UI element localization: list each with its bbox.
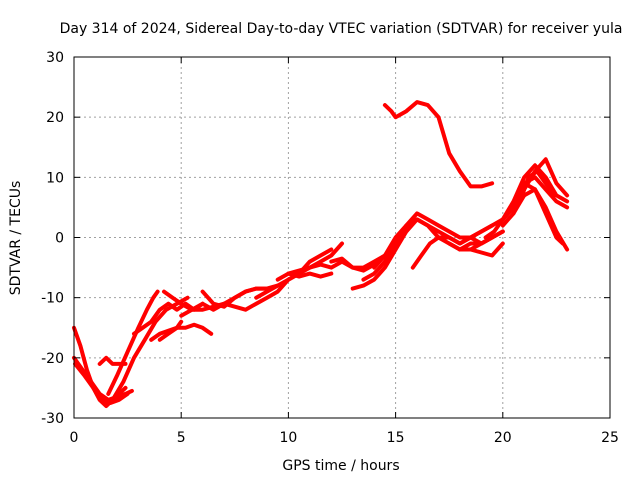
series-line-pass-9 bbox=[157, 319, 184, 342]
y-tick-label: 10 bbox=[46, 170, 64, 186]
x-tick-label: 20 bbox=[494, 430, 512, 446]
series-line-pass-22 bbox=[457, 229, 505, 252]
y-axis-label: SDTVAR / TECUs bbox=[8, 181, 24, 296]
series-line-pass-13 bbox=[254, 241, 344, 300]
axis-ticks bbox=[73, 56, 611, 419]
x-tick-label: 25 bbox=[601, 430, 619, 446]
x-tick-label: 5 bbox=[177, 430, 186, 446]
series-line-pass-6 bbox=[110, 295, 190, 402]
y-tick-label: -20 bbox=[41, 351, 64, 367]
series-line-pass-15 bbox=[286, 271, 334, 279]
series-group bbox=[72, 100, 570, 408]
series-line-pass-29 bbox=[518, 169, 557, 204]
series-line-pass-8 bbox=[149, 322, 214, 342]
y-tick-label: 0 bbox=[55, 231, 64, 247]
series-line-pass-24 bbox=[483, 163, 570, 240]
series-line-pass-12 bbox=[200, 286, 269, 309]
series-line-pass-14 bbox=[275, 241, 398, 282]
y-tick-label: -10 bbox=[41, 291, 64, 307]
x-axis-label: GPS time / hours bbox=[282, 458, 399, 474]
series-line-pass-5 bbox=[106, 289, 160, 396]
series-line-pass-23 bbox=[382, 100, 495, 189]
chart-title: Day 314 of 2024, Sidereal Day-to-day VTE… bbox=[60, 21, 623, 37]
x-tick-label: 0 bbox=[70, 430, 79, 446]
series-line-pass-21 bbox=[447, 241, 505, 258]
y-tick-label: 20 bbox=[46, 110, 64, 126]
series-line-pass-3 bbox=[73, 361, 130, 405]
tick-labels: 0 5 10 15 20 25 -30 -20 -10 0 10 20 30 bbox=[41, 50, 619, 446]
series-line-pass-17 bbox=[350, 193, 527, 291]
series-line-pass-16 bbox=[329, 256, 377, 273]
x-tick-label: 10 bbox=[279, 430, 297, 446]
y-tick-label: -30 bbox=[41, 411, 64, 427]
x-tick-label: 15 bbox=[387, 430, 405, 446]
y-tick-label: 30 bbox=[46, 50, 64, 66]
series-line-pass-28 bbox=[511, 181, 565, 246]
